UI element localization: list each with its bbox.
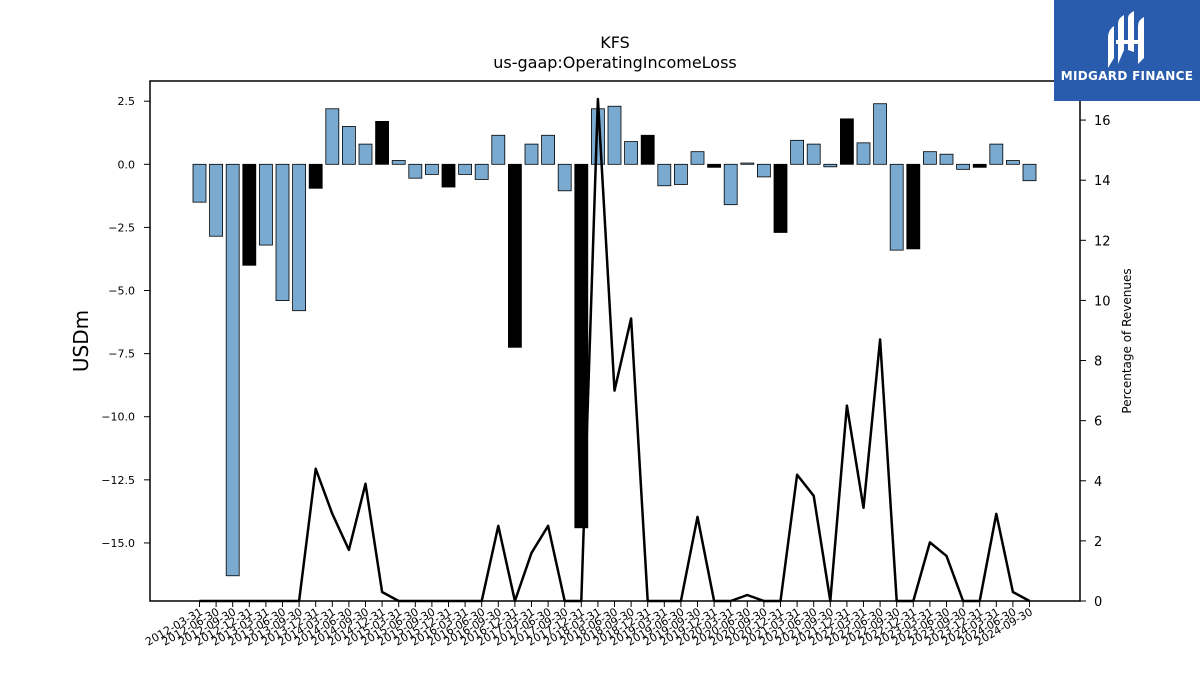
y2-axis-label: Percentage of Revenues	[1120, 268, 1134, 413]
bar-2012-12-31	[242, 163, 257, 266]
bar-2014-09-30	[358, 143, 373, 165]
y-axis-label: USDm	[69, 310, 93, 372]
bar-2018-06-30	[607, 105, 622, 165]
bar-2022-12-31	[906, 163, 921, 250]
y-tick-label: −12.5	[101, 474, 135, 487]
bar-2018-12-31	[640, 134, 655, 165]
y-tick-label: −5.0	[108, 285, 135, 298]
y2-tick-label: 12	[1094, 234, 1111, 249]
bar-2022-09-30	[889, 163, 904, 251]
y-tick-label: −10.0	[101, 411, 135, 424]
bar-2022-03-31	[856, 142, 871, 165]
bar-2020-09-30	[757, 163, 771, 178]
chart-subtitle: us-gaap:OperatingIncomeLoss	[493, 53, 737, 72]
bar-2017-03-31	[524, 143, 539, 165]
bar-2023-06-30	[939, 153, 954, 165]
bar-2017-12-31	[574, 163, 589, 529]
bar-2019-06-30	[674, 163, 688, 185]
bar-2023-03-31	[923, 151, 937, 165]
bar-series	[192, 103, 1037, 577]
bar-2021-09-30	[823, 163, 838, 168]
y-tick-label: 2.5	[118, 95, 136, 108]
bar-2022-06-30	[873, 103, 887, 165]
midgard-finance-logo: MIDGARD FINANCE	[1054, 0, 1200, 101]
y2-tick-label: 6	[1094, 415, 1102, 430]
bar-2013-06-30	[275, 163, 290, 302]
bar-2019-09-30	[690, 151, 705, 165]
bar-2016-09-30	[491, 134, 506, 165]
bar-2013-12-31	[308, 163, 323, 189]
y2-tick-label: 8	[1094, 355, 1102, 370]
y-tick-label: −2.5	[108, 221, 135, 234]
midgard-logo-icon	[1108, 11, 1144, 68]
y-tick-label: −7.5	[108, 348, 135, 361]
bar-2024-03-31	[989, 143, 1004, 165]
y2-tick-label: 2	[1094, 535, 1102, 550]
bar-2012-03-31	[192, 163, 207, 203]
bar-2015-12-31	[441, 163, 456, 188]
bar-2021-12-31	[840, 118, 854, 165]
bar-2012-09-30	[225, 163, 240, 577]
percentage-line	[199, 97, 1031, 603]
bar-2020-06-30	[740, 162, 755, 165]
bar-2014-06-30	[341, 126, 356, 165]
x-axis: 2012-03-312012-06-302012-09-302012-12-31…	[143, 601, 1035, 649]
bar-2015-03-31	[391, 160, 406, 165]
bar-2023-12-31	[972, 163, 987, 168]
bar-2015-09-30	[424, 163, 439, 175]
bar-2020-03-31	[723, 163, 738, 206]
bar-2017-06-30	[541, 134, 555, 165]
right-y-axis: 0 2 4 6 8 10 12 14 16	[1080, 114, 1111, 610]
bar-2024-09-30	[1022, 163, 1037, 182]
bar-2021-06-30	[806, 143, 821, 165]
bar-2019-12-31	[707, 163, 721, 168]
bar-2019-03-31	[657, 163, 672, 187]
bar-2014-03-31	[325, 108, 340, 165]
bar-2020-12-31	[773, 163, 788, 233]
y2-tick-label: 16	[1094, 114, 1111, 129]
bar-2013-03-31	[258, 163, 273, 246]
bar-2016-06-30	[474, 163, 489, 180]
chart-title: KFS	[600, 33, 630, 52]
bar-2016-12-31	[507, 163, 522, 348]
bar-2015-06-30	[408, 163, 423, 179]
bar-2013-09-30	[292, 163, 307, 312]
percentage-line-series	[199, 97, 1031, 603]
bar-2012-06-30	[209, 163, 224, 237]
logo-text: MIDGARD FINANCE	[1060, 69, 1194, 83]
y2-tick-label: 0	[1094, 595, 1102, 610]
bar-2018-09-30	[624, 141, 638, 165]
bar-2014-12-31	[375, 120, 390, 165]
bar-2024-06-30	[1006, 160, 1020, 165]
y-tick-label: 0.0	[118, 158, 136, 171]
bar-2021-03-31	[790, 139, 804, 165]
bar-2023-09-30	[956, 163, 970, 170]
y2-tick-label: 10	[1094, 294, 1111, 309]
y2-tick-label: 14	[1094, 174, 1111, 189]
bar-2016-03-31	[458, 163, 473, 175]
left-y-axis: 2.5 0.0 −2.5 −5.0 −7.5 −10.0 −12.5 −15.0	[101, 95, 150, 550]
bar-2017-09-30	[557, 163, 572, 192]
y-tick-label: −15.0	[101, 537, 135, 550]
y2-tick-label: 4	[1094, 475, 1102, 490]
